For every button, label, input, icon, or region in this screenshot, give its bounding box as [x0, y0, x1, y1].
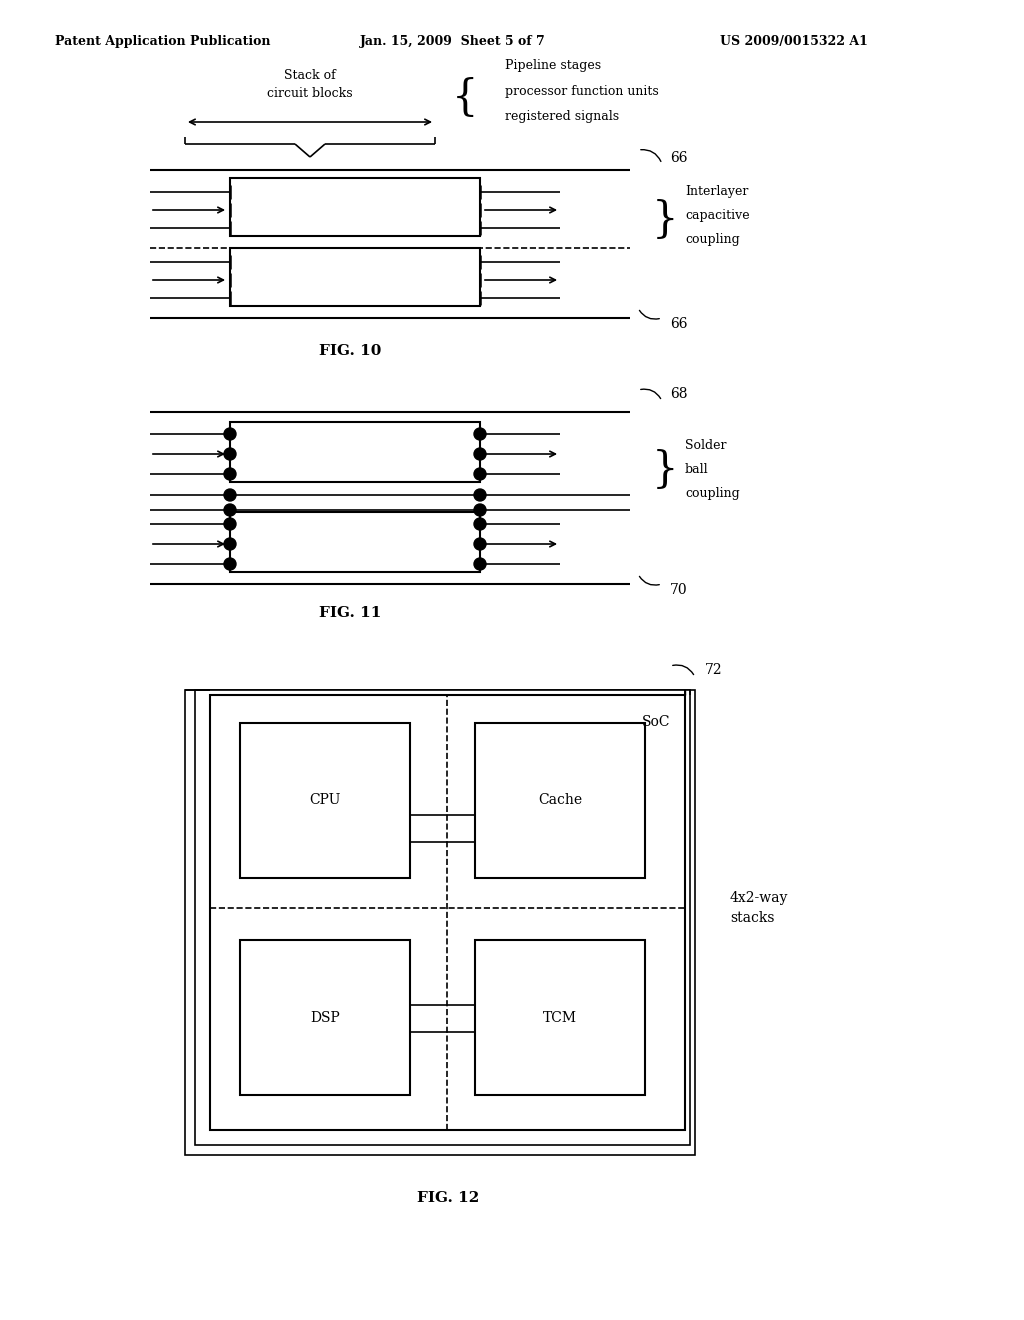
- Text: 66: 66: [670, 150, 687, 165]
- Text: 72: 72: [705, 663, 723, 677]
- Text: processor function units: processor function units: [505, 84, 658, 98]
- Text: ball: ball: [685, 463, 709, 477]
- Bar: [230, 248, 480, 306]
- Text: CPU: CPU: [309, 793, 341, 807]
- Bar: [475, 940, 645, 1096]
- Text: SoC: SoC: [641, 715, 670, 729]
- Text: capacitive: capacitive: [685, 209, 750, 222]
- Bar: [210, 696, 685, 1130]
- Text: coupling: coupling: [685, 487, 739, 500]
- Circle shape: [474, 558, 486, 570]
- Text: {: {: [452, 77, 478, 119]
- Text: circuit blocks: circuit blocks: [267, 87, 353, 100]
- Text: Stack of: Stack of: [284, 69, 336, 82]
- Circle shape: [224, 558, 236, 570]
- Circle shape: [474, 488, 486, 502]
- Text: coupling: coupling: [685, 234, 739, 246]
- Bar: [475, 723, 645, 878]
- Text: DSP: DSP: [310, 1011, 340, 1026]
- Text: 70: 70: [670, 583, 688, 597]
- Text: TCM: TCM: [543, 1011, 577, 1026]
- Bar: [240, 940, 410, 1096]
- Text: 66: 66: [670, 317, 687, 331]
- Circle shape: [224, 447, 236, 459]
- Circle shape: [474, 539, 486, 550]
- Circle shape: [474, 469, 486, 480]
- Text: Pipeline stages: Pipeline stages: [505, 59, 601, 73]
- Bar: [185, 690, 695, 1155]
- Text: FIG. 11: FIG. 11: [318, 606, 381, 620]
- Text: Jan. 15, 2009  Sheet 5 of 7: Jan. 15, 2009 Sheet 5 of 7: [360, 36, 546, 48]
- Circle shape: [474, 428, 486, 440]
- Text: Cache: Cache: [538, 793, 582, 807]
- Bar: [230, 512, 480, 572]
- Bar: [230, 178, 480, 236]
- Text: }: }: [652, 199, 679, 242]
- Circle shape: [474, 447, 486, 459]
- Circle shape: [224, 539, 236, 550]
- Circle shape: [224, 517, 236, 531]
- Text: US 2009/0015322 A1: US 2009/0015322 A1: [720, 36, 868, 48]
- Circle shape: [224, 504, 236, 516]
- Circle shape: [224, 469, 236, 480]
- Text: Patent Application Publication: Patent Application Publication: [55, 36, 270, 48]
- Bar: [240, 723, 410, 878]
- Bar: [230, 422, 480, 482]
- Text: 4x2-way
stacks: 4x2-way stacks: [730, 891, 788, 925]
- Bar: [195, 690, 690, 1144]
- Text: Solder: Solder: [685, 440, 726, 451]
- Circle shape: [224, 428, 236, 440]
- Text: FIG. 12: FIG. 12: [417, 1191, 479, 1205]
- Text: registered signals: registered signals: [505, 110, 620, 123]
- Circle shape: [474, 517, 486, 531]
- Text: Interlayer: Interlayer: [685, 185, 749, 198]
- Text: }: }: [652, 449, 679, 491]
- Circle shape: [474, 504, 486, 516]
- Text: FIG. 10: FIG. 10: [318, 345, 381, 358]
- Text: 68: 68: [670, 387, 687, 401]
- Circle shape: [224, 488, 236, 502]
